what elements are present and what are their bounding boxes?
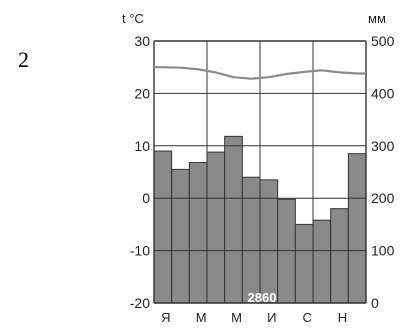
right-tick-label: 0 [371, 295, 379, 311]
right-tick-label: 100 [371, 243, 395, 259]
precipitation-bar-8 [277, 198, 296, 304]
temperature-line [154, 66, 366, 80]
precipitation-bar-5 [224, 135, 243, 304]
right-tick-label: 400 [371, 85, 395, 101]
precipitation-bar-3 [188, 162, 208, 304]
annual-precipitation-label: 2860 [248, 290, 277, 305]
month-label: Я [161, 310, 170, 325]
precipitation-bar-1 [153, 150, 173, 304]
left-tick-label: 10 [134, 138, 150, 154]
month-label: С [303, 310, 312, 325]
left-tick-label: 0 [142, 190, 150, 206]
grid-lines [153, 40, 367, 304]
left-tick-label: -20 [130, 295, 150, 311]
left-tick-label: -10 [130, 243, 150, 259]
left-axis-unit: t °C [122, 11, 144, 26]
month-label: И [267, 310, 276, 325]
precipitation-bar-12 [347, 153, 367, 304]
right-tick-label: 300 [371, 138, 395, 154]
figure-number: 2 [18, 47, 29, 72]
temperature-curve [154, 66, 366, 80]
precipitation-bar-11 [330, 208, 349, 304]
left-tick-label: 20 [134, 85, 150, 101]
month-label: М [231, 310, 242, 325]
left-tick-label: 30 [134, 33, 150, 49]
precipitation-bar-9 [294, 223, 314, 304]
right-tick-label: 200 [371, 190, 395, 206]
precipitation-bar-10 [312, 219, 332, 304]
precipitation-bar-2 [171, 168, 190, 304]
right-axis-unit: мм [368, 11, 386, 26]
right-tick-label: 500 [371, 33, 395, 49]
precipitation-bar-6 [241, 176, 261, 304]
precipitation-bars [153, 135, 367, 304]
precipitation-bar-4 [206, 151, 226, 304]
month-label: М [196, 310, 207, 325]
month-label: Н [338, 310, 347, 325]
